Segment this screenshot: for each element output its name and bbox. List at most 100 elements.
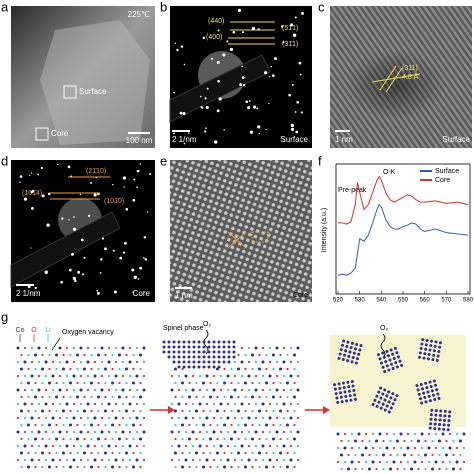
atom <box>209 465 212 469</box>
diffraction-spot <box>136 169 140 173</box>
atom <box>403 453 406 457</box>
spinel-atom <box>341 358 345 362</box>
atom <box>34 353 37 357</box>
spinel-atom <box>357 352 361 356</box>
spinel-atom <box>202 340 206 344</box>
diffraction-spot <box>205 127 207 130</box>
atom <box>448 460 452 464</box>
diffraction-spot <box>90 182 93 184</box>
atom <box>118 451 121 455</box>
atom <box>195 381 198 385</box>
atom <box>223 367 226 371</box>
atom <box>37 402 41 406</box>
atom <box>83 437 86 441</box>
atom <box>247 360 251 364</box>
atom <box>111 451 114 455</box>
atom <box>247 346 251 350</box>
atom <box>286 381 289 385</box>
spinel-atom <box>438 341 442 345</box>
atom <box>258 381 261 385</box>
spinel-atom <box>202 345 206 349</box>
plane-label: (51̄1) <box>282 25 298 32</box>
atom <box>364 446 368 450</box>
atom <box>293 353 296 357</box>
atom <box>132 367 135 371</box>
atom <box>76 367 79 371</box>
atom <box>350 432 354 436</box>
atom <box>132 465 135 469</box>
atom <box>135 374 139 378</box>
diffraction-spot <box>79 193 82 196</box>
spinel-atom <box>202 360 206 364</box>
atom <box>104 381 107 385</box>
atom <box>62 395 65 399</box>
spinel-atom <box>387 400 391 404</box>
atom <box>216 451 219 455</box>
atom <box>198 388 202 392</box>
atom <box>445 453 448 457</box>
atom <box>27 353 30 357</box>
atom <box>20 381 23 385</box>
atom <box>177 388 181 392</box>
atom <box>399 460 403 464</box>
atom <box>202 395 205 399</box>
grain <box>418 338 442 362</box>
atom <box>51 388 55 392</box>
atom <box>62 409 65 413</box>
atom <box>268 402 272 406</box>
region-label: Surface <box>79 87 107 96</box>
diffraction-spot <box>210 57 214 60</box>
spectrum-line <box>338 175 469 225</box>
atom <box>135 416 139 420</box>
diffraction-spot <box>218 97 222 101</box>
atom <box>62 353 65 357</box>
atom <box>286 367 289 371</box>
grain <box>428 408 452 432</box>
atom <box>100 416 104 420</box>
atom <box>230 395 233 399</box>
spinel-atom <box>379 396 383 400</box>
atom <box>65 402 69 406</box>
spinel-atom <box>347 389 351 393</box>
atom <box>76 437 79 441</box>
atom <box>261 402 265 406</box>
atom <box>261 416 265 420</box>
atom <box>48 437 51 441</box>
atom <box>177 402 181 406</box>
temperature: 225℃ <box>128 10 150 19</box>
spinel-atom <box>436 392 440 396</box>
atom <box>86 402 90 406</box>
atom <box>174 395 177 399</box>
atom <box>244 409 247 413</box>
spinel-atom <box>172 340 176 344</box>
spinel-atom <box>437 396 441 400</box>
atom <box>219 430 223 434</box>
spinel-atom <box>430 389 434 393</box>
spinel-atom <box>192 345 196 349</box>
diffraction-spot <box>119 256 123 260</box>
spinel-atom <box>197 365 201 369</box>
spinel-atom <box>426 357 430 361</box>
atom <box>58 458 62 462</box>
diffraction-spot <box>30 247 32 249</box>
atom <box>121 430 125 434</box>
atom <box>275 444 279 448</box>
atom <box>181 367 184 371</box>
atom <box>118 381 121 385</box>
atom <box>420 446 424 450</box>
diffraction-spot <box>252 105 257 109</box>
spinel-atom <box>447 423 451 427</box>
contrast <box>345 50 445 120</box>
atom <box>142 444 146 448</box>
spinel-atom <box>202 365 206 369</box>
diffraction-spot <box>292 33 297 37</box>
spinel-atom <box>424 347 428 351</box>
diffraction-spot <box>123 241 127 245</box>
atom <box>23 374 27 378</box>
atom <box>438 453 441 457</box>
spinel-atom <box>391 392 395 396</box>
atom <box>286 353 289 357</box>
spinel-atom <box>420 342 424 346</box>
atom <box>121 444 125 448</box>
atom <box>389 453 392 457</box>
